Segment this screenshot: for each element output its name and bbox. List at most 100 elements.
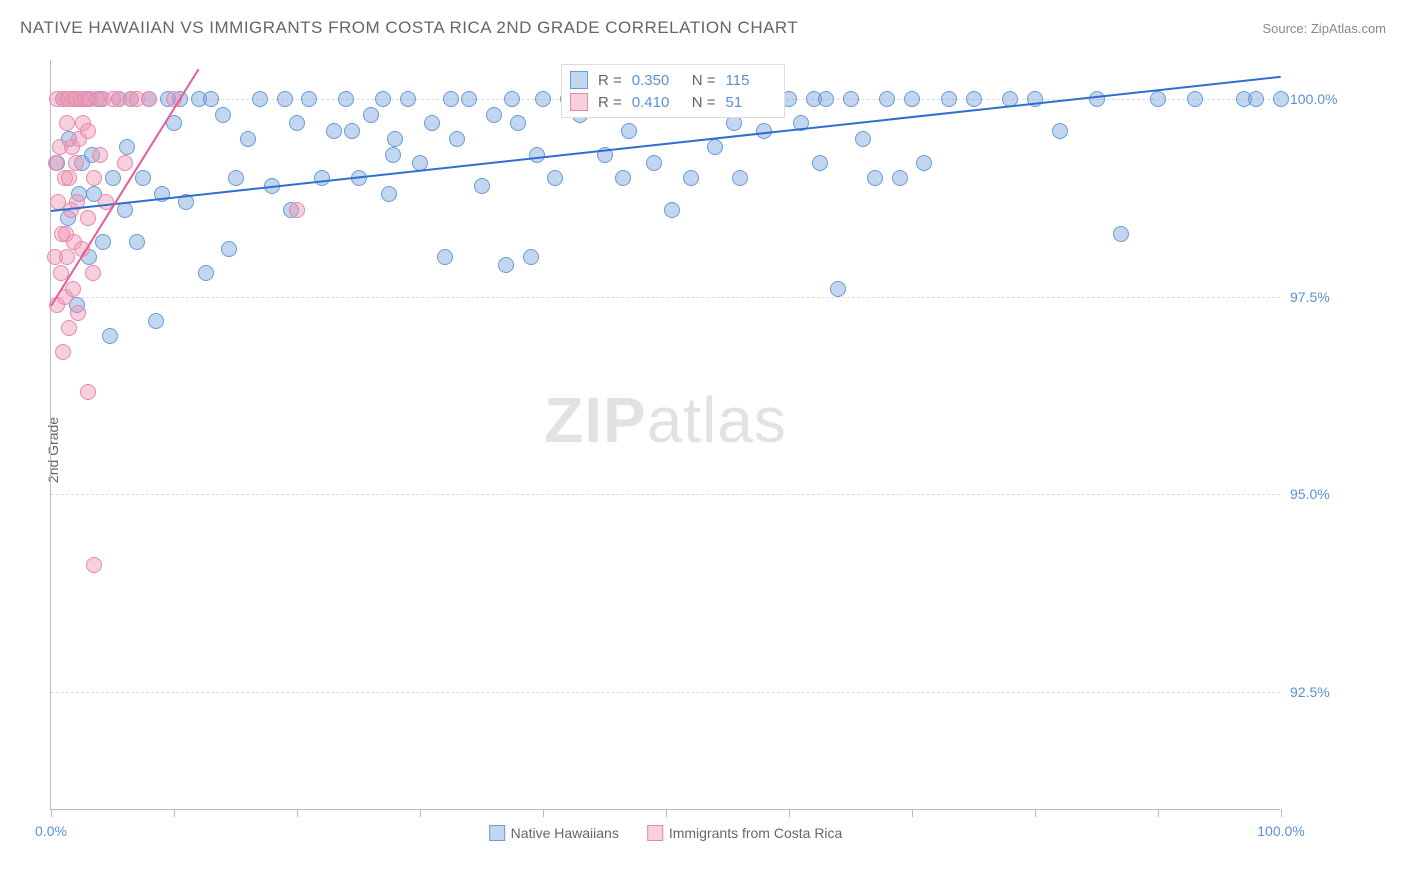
- data-point: [65, 281, 81, 297]
- data-point: [102, 328, 118, 344]
- x-tick: [789, 809, 790, 817]
- data-point: [59, 115, 75, 131]
- data-point: [812, 155, 828, 171]
- legend-label-2: Immigrants from Costa Rica: [669, 825, 842, 841]
- data-point: [867, 170, 883, 186]
- data-point: [70, 305, 86, 321]
- data-point: [510, 115, 526, 131]
- data-point: [1187, 91, 1203, 107]
- data-point: [683, 170, 699, 186]
- data-point: [289, 202, 305, 218]
- data-point: [529, 147, 545, 163]
- correlation-row-1: R = 0.350 N = 115: [570, 69, 776, 91]
- x-tick: [1281, 809, 1282, 817]
- x-tick: [51, 809, 52, 817]
- data-point: [68, 155, 84, 171]
- legend-item-1: Native Hawaiians: [489, 825, 619, 841]
- data-point: [400, 91, 416, 107]
- data-point: [80, 123, 96, 139]
- data-point: [941, 91, 957, 107]
- r-label: R =: [598, 72, 622, 89]
- data-point: [1113, 226, 1129, 242]
- series-legend: Native Hawaiians Immigrants from Costa R…: [489, 825, 843, 841]
- data-point: [55, 344, 71, 360]
- legend-label-1: Native Hawaiians: [511, 825, 619, 841]
- data-point: [498, 257, 514, 273]
- data-point: [504, 91, 520, 107]
- data-point: [916, 155, 932, 171]
- chart-title: NATIVE HAWAIIAN VS IMMIGRANTS FROM COSTA…: [20, 18, 798, 38]
- data-point: [1150, 91, 1166, 107]
- data-point: [252, 91, 268, 107]
- data-point: [547, 170, 563, 186]
- data-point: [148, 313, 164, 329]
- watermark: ZIPatlas: [544, 383, 787, 457]
- x-tick: [174, 809, 175, 817]
- data-point: [1248, 91, 1264, 107]
- data-point: [646, 155, 662, 171]
- data-point: [135, 170, 151, 186]
- data-point: [117, 155, 133, 171]
- data-point: [59, 249, 75, 265]
- data-point: [203, 91, 219, 107]
- data-point: [385, 147, 401, 163]
- data-point: [387, 131, 403, 147]
- data-point: [344, 123, 360, 139]
- data-point: [141, 91, 157, 107]
- grid-line: [51, 494, 1280, 495]
- data-point: [363, 107, 379, 123]
- data-point: [664, 202, 680, 218]
- data-point: [855, 131, 871, 147]
- x-tick-label: 100.0%: [1257, 823, 1304, 839]
- series1-swatch-icon: [489, 825, 505, 841]
- watermark-zip: ZIP: [544, 384, 647, 456]
- correlation-legend: R = 0.350 N = 115 R = 0.410 N = 51: [561, 64, 785, 118]
- x-tick: [297, 809, 298, 817]
- chart-source: Source: ZipAtlas.com: [1262, 21, 1386, 36]
- y-tick-label: 92.5%: [1290, 684, 1370, 700]
- y-tick-label: 97.5%: [1290, 289, 1370, 305]
- data-point: [95, 234, 111, 250]
- data-point: [338, 91, 354, 107]
- watermark-atlas: atlas: [647, 384, 787, 456]
- data-point: [449, 131, 465, 147]
- data-point: [615, 170, 631, 186]
- data-point: [129, 234, 145, 250]
- data-point: [277, 91, 293, 107]
- data-point: [326, 123, 342, 139]
- x-tick-label: 0.0%: [35, 823, 67, 839]
- plot-area: ZIPatlas R = 0.350 N = 115 R = 0.410 N =…: [50, 60, 1280, 810]
- data-point: [904, 91, 920, 107]
- n-value-2: 51: [726, 94, 776, 111]
- data-point: [92, 147, 108, 163]
- n-label: N =: [692, 94, 716, 111]
- n-label: N =: [692, 72, 716, 89]
- data-point: [732, 170, 748, 186]
- grid-line: [51, 692, 1280, 693]
- data-point: [86, 557, 102, 573]
- x-tick: [420, 809, 421, 817]
- series2-swatch-icon: [647, 825, 663, 841]
- data-point: [215, 107, 231, 123]
- x-tick: [912, 809, 913, 817]
- series1-swatch-icon: [570, 71, 588, 89]
- correlation-row-2: R = 0.410 N = 51: [570, 91, 776, 113]
- data-point: [301, 91, 317, 107]
- series2-swatch-icon: [570, 93, 588, 111]
- data-point: [221, 241, 237, 257]
- data-point: [119, 139, 135, 155]
- r-label: R =: [598, 94, 622, 111]
- data-point: [535, 91, 551, 107]
- data-point: [85, 265, 101, 281]
- x-tick: [1035, 809, 1036, 817]
- data-point: [437, 249, 453, 265]
- data-point: [198, 265, 214, 281]
- chart-container: 2nd Grade ZIPatlas R = 0.350 N = 115 R =…: [50, 50, 1390, 850]
- data-point: [461, 91, 477, 107]
- data-point: [61, 170, 77, 186]
- data-point: [474, 178, 490, 194]
- chart-header: NATIVE HAWAIIAN VS IMMIGRANTS FROM COSTA…: [0, 0, 1406, 46]
- data-point: [621, 123, 637, 139]
- data-point: [486, 107, 502, 123]
- x-tick: [666, 809, 667, 817]
